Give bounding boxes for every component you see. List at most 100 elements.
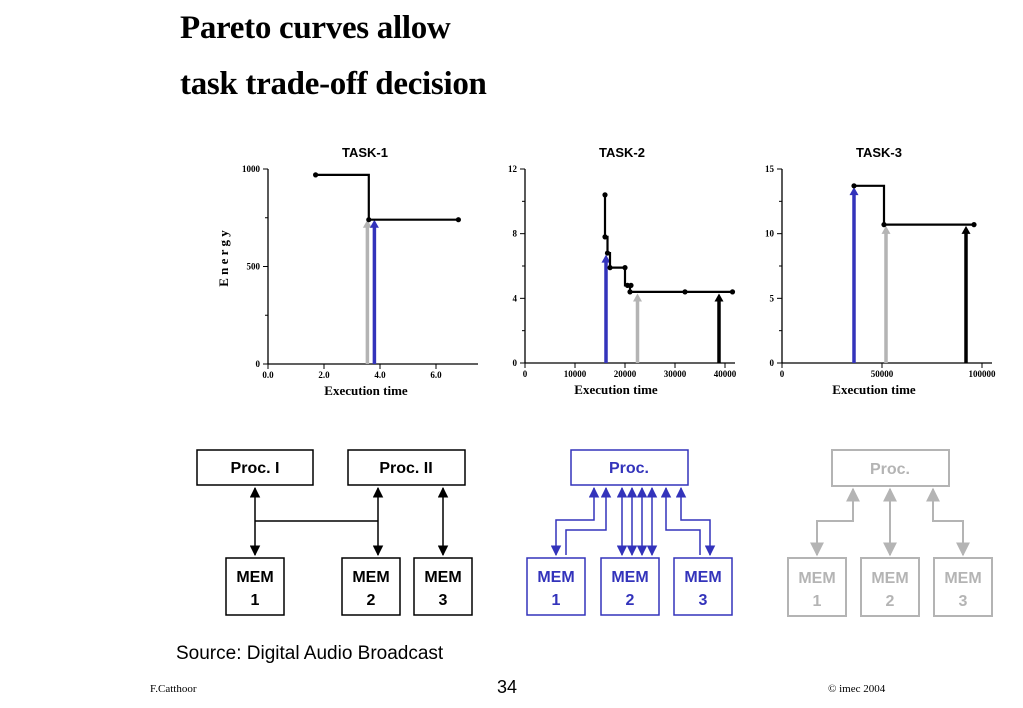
mem-1-label-line1: MEM [236, 569, 273, 586]
x-tick-label: 40000 [714, 369, 737, 379]
bus-mem3-a [660, 486, 701, 555]
bus-mem1-a [550, 486, 600, 557]
pareto-point [366, 217, 372, 223]
gray-arrow-head [362, 219, 372, 228]
mem-2-label-line1: MEM [611, 569, 648, 586]
mem-2-label-line2: 2 [367, 592, 376, 609]
proc-1-label: Proc. I [231, 460, 280, 477]
x-tick-label: 4.0 [374, 370, 386, 380]
mem-3-label-line2: 3 [959, 593, 968, 610]
x-tick-label: 50000 [871, 369, 894, 379]
y-axis-label: E n e r g y [216, 230, 231, 287]
x-tick-label: 6.0 [430, 370, 442, 380]
pareto-curve [603, 194, 733, 293]
mem-2-box [600, 557, 660, 616]
proc-box [831, 449, 950, 487]
pareto-point [627, 289, 633, 295]
chart-title: TASK-1 [342, 145, 388, 160]
black-arrow-head [714, 293, 724, 302]
mem-2-box [341, 557, 401, 616]
y-tick-label: 4 [513, 293, 518, 303]
x-tick-label: 100000 [969, 369, 997, 379]
y-tick-label: 15 [765, 164, 775, 174]
mem-1-label-line1: MEM [798, 570, 835, 587]
bus-mem1-b [565, 486, 612, 555]
mem-3-box [413, 557, 473, 616]
pareto-curve [854, 184, 974, 226]
task-1-chart: TASK-1 0 500 1000 0.0 2.0 4.0 6.0 Execution time… [216, 145, 478, 398]
blue-arrow-head [849, 187, 859, 196]
proc-label: Proc. [609, 460, 649, 477]
x-axis-label: Execution time [324, 383, 408, 398]
mem-1-label-line2: 1 [251, 592, 260, 609]
pareto-point [682, 289, 688, 295]
mem-1-label-line1: MEM [537, 569, 574, 586]
pareto-point [455, 217, 461, 223]
gray-arrow-head [881, 225, 891, 234]
mem-2-label-line1: MEM [352, 569, 389, 586]
architecture-one-processor-gray: Proc. MEM 1 MEM 2 MEM 3 [787, 449, 993, 617]
chart-title: TASK-3 [856, 145, 902, 160]
pareto-point [602, 192, 608, 198]
proc-label: Proc. [870, 461, 910, 478]
blue-arrow-head [601, 254, 611, 263]
mem-1-label-line2: 1 [552, 592, 561, 609]
pareto-point [602, 234, 608, 240]
y-tick-label: 1000 [242, 164, 261, 174]
y-tick-label: 8 [513, 229, 518, 239]
mem-3-label-line1: MEM [944, 570, 981, 587]
pareto-point [971, 222, 977, 228]
pareto-point [313, 172, 319, 178]
mem-3-label-line1: MEM [424, 569, 461, 586]
mem-2-label-line2: 2 [626, 592, 635, 609]
y-tick-label: 500 [247, 262, 261, 272]
y-tick-label: 10 [765, 229, 775, 239]
x-tick-label: 30000 [664, 369, 687, 379]
x-tick-label: 0 [780, 369, 785, 379]
mem-2-box [860, 557, 920, 617]
proc-1-box [196, 449, 314, 486]
bus-mem3-b [675, 486, 716, 557]
architecture-two-processors: Proc. I Proc. II MEM 1 MEM 2 MEM 3 [196, 449, 473, 616]
x-tick-label: 20000 [614, 369, 637, 379]
pareto-point [628, 282, 634, 288]
pareto-point [622, 265, 628, 271]
pareto-point [729, 289, 736, 295]
architecture-one-processor-blue: Proc. MEM 1 MEM 2 MEM 3 [526, 449, 733, 616]
mem-3-box [673, 557, 733, 616]
proc-box [570, 449, 689, 486]
copyright-footer: © imec 2004 [828, 683, 886, 695]
mem-3-box [933, 557, 993, 617]
mem-2-label-line2: 2 [886, 593, 895, 610]
pareto-curve [315, 173, 459, 221]
mem-1-box [225, 557, 285, 616]
mem-3-label-line2: 3 [439, 592, 448, 609]
chart-title: TASK-2 [599, 145, 645, 160]
mem-2-label-line1: MEM [871, 570, 908, 587]
mem-3-label-line1: MEM [684, 569, 721, 586]
y-tick-label: 5 [770, 293, 775, 303]
y-tick-label: 0 [513, 358, 518, 368]
pareto-point [881, 222, 887, 228]
pareto-point [604, 250, 611, 256]
x-tick-label: 0 [523, 369, 528, 379]
black-arrow-head [961, 225, 971, 234]
pareto-point [851, 183, 857, 189]
pareto-point [607, 265, 613, 271]
bus-mem3 [926, 487, 970, 557]
slide-title-line-1: Pareto curves allow [180, 10, 451, 46]
slide-title-line-2: task trade-off decision [180, 66, 487, 102]
page-number: 34 [497, 677, 518, 697]
x-tick-label: 0.0 [262, 370, 274, 380]
gray-arrow-head [633, 293, 642, 302]
task-3-chart: TASK-3 0 5 10 15 0 50000 100000 Execution time [765, 145, 996, 397]
y-tick-label: 0 [256, 359, 261, 369]
x-axis-label: Execution time [574, 382, 658, 397]
author-footer: F.Catthoor [150, 683, 197, 695]
x-tick-label: 10000 [564, 369, 587, 379]
blue-arrow-head [369, 219, 379, 228]
mem-1-label-line2: 1 [813, 593, 822, 610]
mem-1-box [526, 557, 586, 616]
